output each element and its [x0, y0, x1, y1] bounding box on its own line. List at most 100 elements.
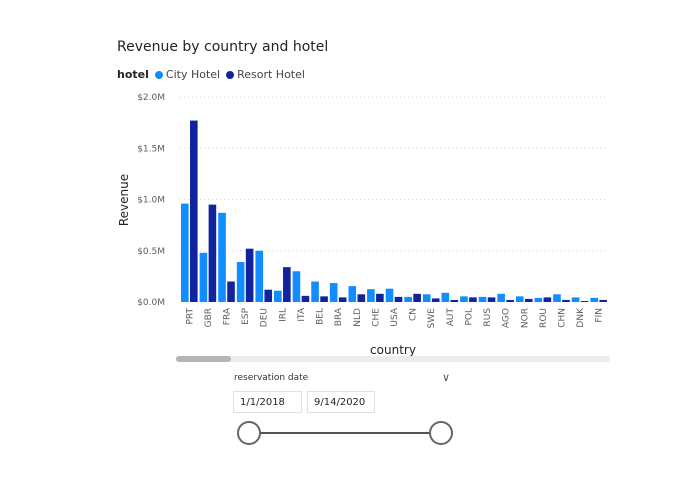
x-tick-label: CN [409, 308, 419, 321]
bar-rus-city-hotel[interactable] [478, 296, 487, 302]
x-tick-label: SWE [427, 308, 437, 329]
scrollbar-thumb[interactable] [176, 356, 231, 362]
bar-esp-resort-hotel[interactable] [245, 248, 254, 302]
bar-cn-city-hotel[interactable] [404, 296, 412, 302]
bar-chart: $0.0M $0.5M $1.0M $1.5M $2.0M PRT GBR FRA ESP DE… [117, 93, 608, 357]
bar-esp-city-hotel[interactable] [236, 262, 245, 302]
x-tick-label: ROU [539, 308, 549, 328]
bar-pol-resort-hotel[interactable] [469, 297, 477, 302]
bar-chn-resort-hotel[interactable] [562, 299, 570, 302]
bar-rou-city-hotel[interactable] [534, 297, 543, 302]
slicer-header: reservation date ∨ [234, 371, 450, 387]
bar-rou-resort-hotel[interactable] [543, 297, 552, 302]
y-tick-label: $1.5M [137, 144, 165, 154]
x-tick-label: PRT [185, 308, 195, 325]
y-axis-label: Revenue [117, 174, 131, 226]
legend-title: hotel [117, 68, 149, 81]
x-tick-label: CHE [371, 308, 381, 327]
bar-ago-city-hotel[interactable] [497, 293, 505, 302]
y-tick-label: $1.0M [137, 196, 165, 206]
bar-fin-city-hotel[interactable] [590, 297, 598, 302]
x-tick-label: DNK [576, 307, 586, 328]
bar-usa-resort-hotel[interactable] [394, 296, 403, 302]
bar-che-resort-hotel[interactable] [376, 293, 384, 302]
bar-nor-city-hotel[interactable] [515, 296, 524, 302]
y-tick-label: $0.0M [137, 298, 165, 308]
bars [181, 120, 607, 303]
range-start-handle[interactable] [237, 421, 261, 445]
legend-dot-city-hotel [154, 70, 163, 79]
x-tick-label: DEU [260, 308, 270, 327]
x-tick-label: USA [390, 307, 400, 326]
y-tick-label: $2.0M [137, 93, 165, 103]
x-tick-label: GBR [204, 308, 214, 327]
bar-bel-resort-hotel[interactable] [320, 296, 328, 302]
range-end-handle[interactable] [429, 421, 453, 445]
bar-gbr-city-hotel[interactable] [199, 252, 208, 302]
bar-bra-city-hotel[interactable] [329, 283, 338, 302]
x-tick-label: AGO [502, 308, 512, 328]
bar-cn-resort-hotel[interactable] [413, 293, 421, 302]
x-tick-label: NLD [353, 308, 363, 327]
legend-item-resort-hotel[interactable]: Resort Hotel [226, 68, 305, 81]
legend-item-city-hotel[interactable]: City Hotel [154, 68, 221, 81]
bar-irl-city-hotel[interactable] [274, 290, 282, 302]
legend: hotel City Hotel Resort Hotel [117, 68, 311, 81]
bar-nor-resort-hotel[interactable] [524, 298, 533, 302]
end-date-input[interactable]: 9/14/2020 [307, 391, 375, 413]
bar-deu-resort-hotel[interactable] [264, 289, 273, 302]
bar-che-city-hotel[interactable] [367, 289, 375, 302]
bar-nld-city-hotel[interactable] [348, 286, 357, 302]
x-tick-label: FIN [595, 308, 605, 323]
bar-rus-resort-hotel[interactable] [487, 297, 496, 302]
start-date-input[interactable]: 1/1/2018 [233, 391, 302, 413]
x-tick-label: AUT [446, 308, 456, 327]
x-tick-label: BEL [316, 308, 326, 325]
bar-swe-city-hotel[interactable] [422, 294, 431, 302]
bar-deu-city-hotel[interactable] [255, 250, 264, 302]
chevron-down-icon[interactable]: ∨ [441, 371, 450, 384]
bar-aut-city-hotel[interactable] [441, 292, 450, 302]
bar-prt-resort-hotel[interactable] [190, 120, 198, 302]
bar-ita-city-hotel[interactable] [292, 271, 301, 302]
x-axis-ticks: PRT GBR FRA ESP DEU IRL ITA BEL BRA NLD CHE USA CN SW… [185, 307, 604, 328]
bar-ita-resort-hotel[interactable] [301, 295, 310, 302]
horizontal-scrollbar[interactable] [176, 356, 610, 362]
x-tick-label: ITA [297, 307, 307, 321]
bar-fra-city-hotel[interactable] [218, 212, 226, 302]
bar-fra-resort-hotel[interactable] [227, 281, 235, 303]
bar-swe-resort-hotel[interactable] [431, 298, 440, 302]
bar-prt-city-hotel[interactable] [181, 203, 189, 302]
legend-dot-resort-hotel [226, 70, 235, 79]
bar-pol-city-hotel[interactable] [460, 296, 468, 302]
x-tick-label: CHN [557, 308, 567, 328]
x-axis-label: country [370, 343, 416, 357]
bar-dnk-resort-hotel[interactable] [580, 300, 589, 302]
x-tick-label: IRL [278, 308, 288, 322]
bar-ago-resort-hotel[interactable] [506, 299, 514, 302]
x-tick-label: BRA [334, 307, 344, 326]
chart-title: Revenue by country and hotel [117, 39, 329, 55]
bar-usa-city-hotel[interactable] [385, 288, 394, 302]
x-tick-label: ESP [241, 307, 251, 324]
bar-irl-resort-hotel[interactable] [283, 267, 291, 302]
y-tick-label: $0.5M [137, 247, 165, 257]
legend-label-city-hotel: City Hotel [165, 68, 221, 81]
bar-bra-resort-hotel[interactable] [338, 297, 347, 302]
slicer-title: reservation date [234, 373, 309, 383]
bar-fin-resort-hotel[interactable] [599, 299, 607, 302]
grid-lines [180, 96, 608, 252]
bar-nld-resort-hotel[interactable] [357, 294, 366, 302]
x-tick-label: NOR [520, 308, 530, 328]
bar-aut-resort-hotel[interactable] [450, 299, 459, 302]
x-tick-label: RUS [483, 308, 493, 327]
legend-label-resort-hotel: Resort Hotel [237, 68, 305, 81]
bar-dnk-city-hotel[interactable] [571, 297, 580, 302]
bar-chn-city-hotel[interactable] [553, 294, 561, 302]
x-tick-label: FRA [223, 307, 233, 325]
bar-bel-city-hotel[interactable] [311, 281, 319, 303]
y-axis-ticks: $0.0M $0.5M $1.0M $1.5M $2.0M [137, 93, 165, 308]
bar-gbr-resort-hotel[interactable] [208, 204, 217, 302]
x-tick-label: POL [464, 308, 474, 326]
date-range-track [248, 432, 441, 434]
